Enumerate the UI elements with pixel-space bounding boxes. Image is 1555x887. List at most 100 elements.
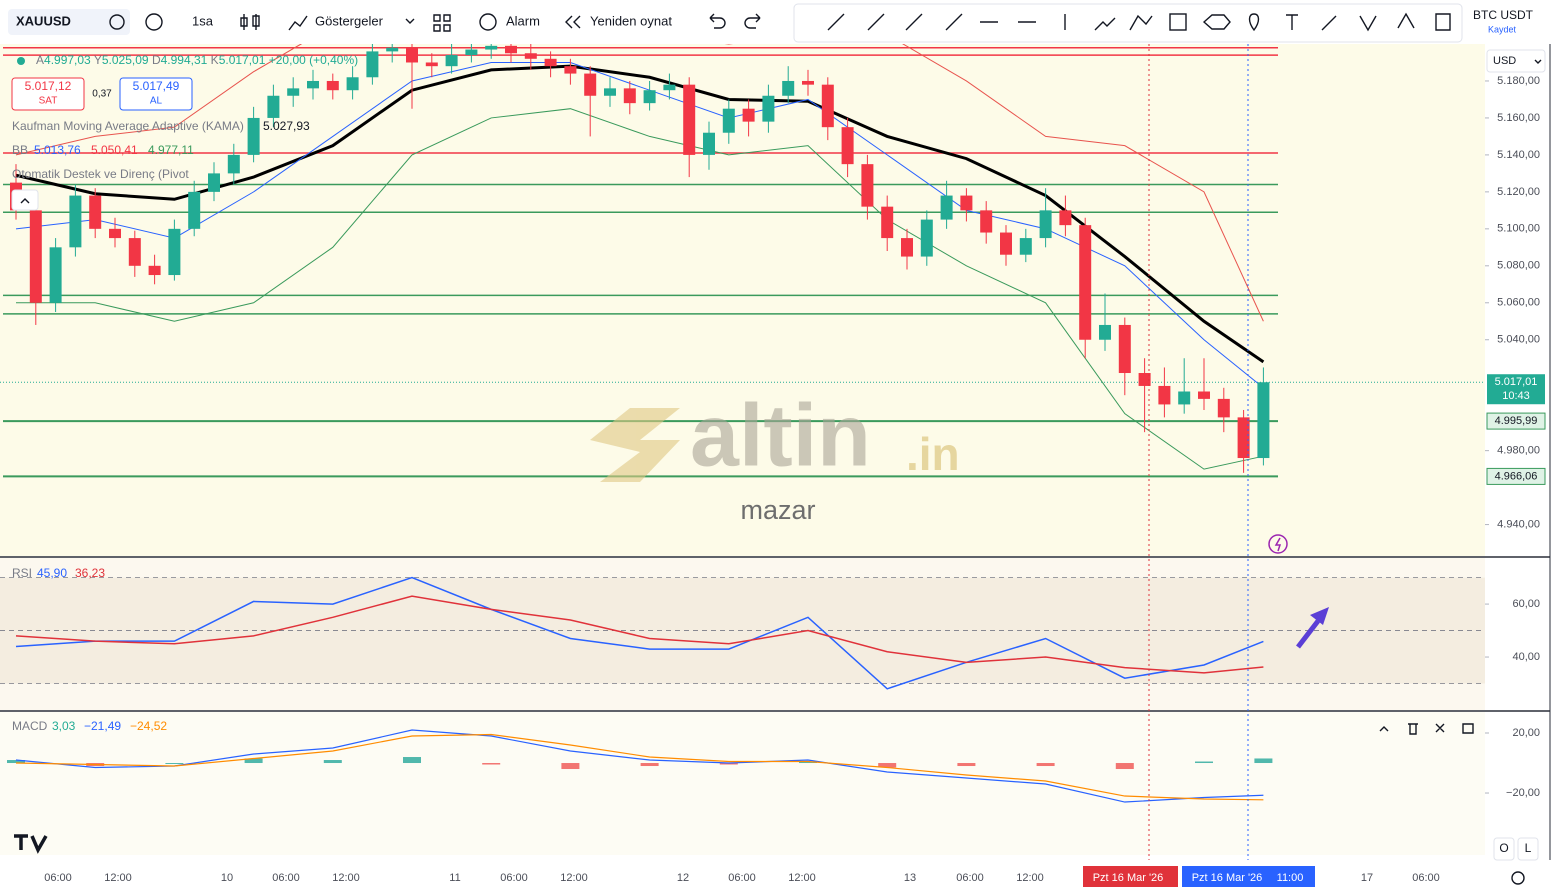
- candle-body: [564, 66, 577, 74]
- candle-body: [821, 84, 834, 128]
- macd-histogram: [957, 763, 976, 767]
- x-tick-label: 06:00: [956, 872, 984, 884]
- macd-value: −21,49: [84, 719, 121, 733]
- candle-body: [524, 53, 537, 59]
- candle-body: [425, 62, 438, 67]
- last-price-box: [1487, 374, 1545, 405]
- plot: 5.180,00 5.160,00 5.140,00 5.120,00 5.100,00…: [0, 15, 1551, 887]
- rsi-value: 45,90: [37, 566, 67, 580]
- candle-body: [69, 195, 82, 248]
- candle-body: [1099, 324, 1111, 340]
- event-bolt[interactable]: [1274, 537, 1282, 552]
- sell-label[interactable]: SAT: [39, 96, 58, 107]
- symbol-icon[interactable]: [109, 14, 125, 30]
- y-tick-label: 5.080,00: [1497, 260, 1540, 272]
- x-tick-label: 06:00: [44, 872, 72, 884]
- button-label[interactable]: O: [1499, 841, 1508, 855]
- candle-body: [346, 77, 359, 91]
- sell-price[interactable]: 5.017,12: [25, 79, 72, 93]
- buy-price[interactable]: 5.017,49: [133, 79, 180, 93]
- candle-body: [208, 173, 220, 192]
- bb-value: 4.977,11: [148, 143, 194, 157]
- button[interactable]: [1493, 837, 1515, 861]
- layouts[interactable]: [433, 14, 451, 32]
- save[interactable]: Kaydet: [1488, 24, 1517, 34]
- candle-body: [663, 84, 676, 91]
- time-marker: [1083, 866, 1178, 887]
- bb-name: BB: [12, 143, 28, 157]
- countdown: 10:43: [1502, 390, 1530, 402]
- drawing-tools[interactable]: [827, 12, 1451, 32]
- y-tick-label: 5.120,00: [1497, 186, 1540, 198]
- candle-body: [1237, 417, 1250, 459]
- alarm[interactable]: Alarm: [506, 13, 540, 28]
- macd-histogram: [799, 761, 817, 764]
- macd-histogram: [1195, 761, 1213, 764]
- last-price: 5.017,01: [1495, 376, 1538, 388]
- chart-type[interactable]: [240, 14, 260, 30]
- y-tick-label: 5.140,00: [1497, 149, 1540, 161]
- undo[interactable]: [709, 13, 726, 29]
- alarm-icon[interactable]: [479, 13, 497, 31]
- y-tick-label: 60,00: [1512, 598, 1540, 610]
- settings[interactable]: [1511, 871, 1525, 885]
- y-tick-label: 5.180,00: [1497, 75, 1540, 87]
- collapse-button[interactable]: [11, 189, 39, 211]
- add-symbol[interactable]: [145, 13, 163, 31]
- rsi-value: 36,23: [75, 566, 105, 580]
- button[interactable]: [1517, 837, 1539, 861]
- x-tick-label: 11: [449, 872, 460, 884]
- event-icon[interactable]: [1268, 534, 1288, 554]
- candle-body: [881, 206, 894, 239]
- x-tick-label: 12:00: [788, 872, 816, 884]
- ohlc-key: A: [36, 53, 44, 67]
- symbol-box[interactable]: [8, 9, 130, 35]
- x-tick-label: 12:00: [1016, 872, 1044, 884]
- redo[interactable]: [744, 13, 761, 29]
- candle-body: [1019, 238, 1032, 255]
- currency[interactable]: USD: [1493, 55, 1516, 67]
- y-tick-label: 4.940,00: [1497, 518, 1540, 530]
- indicators[interactable]: Göstergeler: [315, 13, 384, 28]
- candle-body: [326, 80, 339, 91]
- watermark-user: mazar: [740, 495, 815, 525]
- candle-body: [683, 84, 696, 155]
- candle-body: [406, 47, 418, 63]
- currency-dropdown[interactable]: [1534, 59, 1542, 64]
- account[interactable]: BTC USDT: [1473, 8, 1534, 22]
- candle-body: [29, 210, 42, 303]
- interval[interactable]: 1sa: [192, 13, 214, 28]
- indicator-line: [16, 108, 1264, 470]
- x-tick-label: 17: [1361, 872, 1373, 884]
- candle-body: [386, 47, 399, 52]
- kama-name: Kaufman Moving Average Adaptive (KAMA): [12, 119, 244, 133]
- buy-button[interactable]: [119, 77, 193, 111]
- replay[interactable]: Yeniden oynat: [590, 13, 672, 28]
- drawing-toolbar: [793, 3, 1463, 43]
- candle-body: [287, 88, 300, 96]
- x-tick-label: 12:00: [332, 872, 360, 884]
- macd-value: −24,52: [130, 719, 167, 733]
- symbol[interactable]: XAUUSD: [16, 13, 71, 28]
- candle-body: [307, 80, 319, 89]
- replay-icon[interactable]: [565, 15, 581, 29]
- x-tick-label: 10: [221, 872, 233, 884]
- indicators-icon[interactable]: [288, 15, 308, 31]
- pane-controls[interactable]: [1379, 723, 1474, 735]
- macd-histogram: [1115, 763, 1134, 770]
- candle-body: [89, 195, 102, 229]
- time-marker-label: Pzt 16 Mar '26: [1192, 872, 1263, 884]
- y-tick-label: −20,00: [1506, 787, 1540, 799]
- price-pane: [0, 44, 1485, 556]
- currency-box[interactable]: [1486, 49, 1546, 73]
- collapse-icon[interactable]: [20, 198, 30, 204]
- buy-label[interactable]: AL: [150, 96, 163, 107]
- candle-body: [247, 117, 260, 155]
- y-tick-label: 20,00: [1512, 727, 1540, 739]
- macd-histogram: [323, 760, 342, 764]
- button-label[interactable]: L: [1525, 841, 1532, 855]
- dropdown[interactable]: [405, 18, 415, 24]
- sell-button[interactable]: [11, 77, 85, 111]
- candle-body: [109, 228, 121, 239]
